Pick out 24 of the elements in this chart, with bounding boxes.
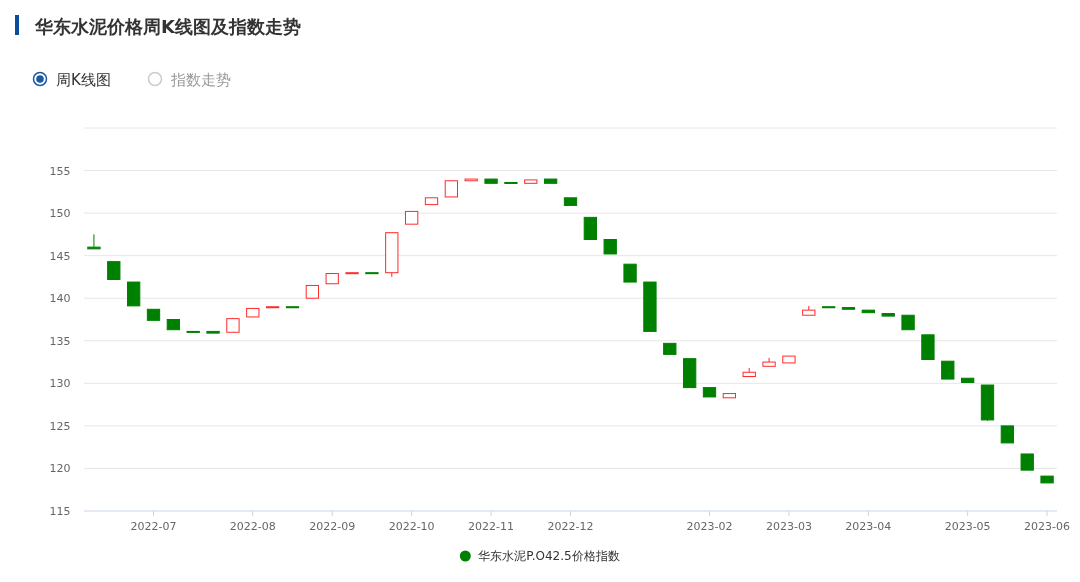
text: 指数走势	[170, 71, 231, 89]
y-tick-label: 120	[49, 462, 71, 476]
chart-title: 华东水泥价格周K线图及指数走势	[34, 16, 301, 37]
x-tick-label: 2023-06	[1024, 520, 1071, 533]
legend: 华东水泥P.O42.5价格指数	[459, 549, 620, 563]
x-tick-label: 2023-05	[944, 520, 991, 533]
x-tick-label: 2022-10	[388, 520, 435, 533]
x-tick-label: 2022-09	[309, 520, 356, 533]
y-tick-label: 140	[49, 292, 71, 306]
x-tick-label: 2022-12	[547, 520, 594, 533]
y-tick-label: 145	[49, 249, 71, 263]
y-tick-label: 125	[49, 419, 71, 433]
x-tick-label: 2023-04	[845, 520, 892, 533]
text: 周K线图	[56, 71, 111, 89]
x-tick-label: 2022-08	[229, 520, 276, 533]
y-tick-label: 130	[49, 377, 71, 391]
x-tick-label: 2022-11	[468, 520, 515, 533]
y-tick-label: 155	[49, 164, 71, 178]
y-tick-label: 115	[49, 505, 71, 518]
y-tick-label: 135	[49, 334, 71, 348]
y-tick-label: 150	[49, 207, 71, 221]
x-tick-label: 2022-07	[130, 520, 177, 533]
x-tick-label: 2023-02	[686, 520, 733, 533]
x-tick-label: 2023-03	[765, 520, 812, 533]
